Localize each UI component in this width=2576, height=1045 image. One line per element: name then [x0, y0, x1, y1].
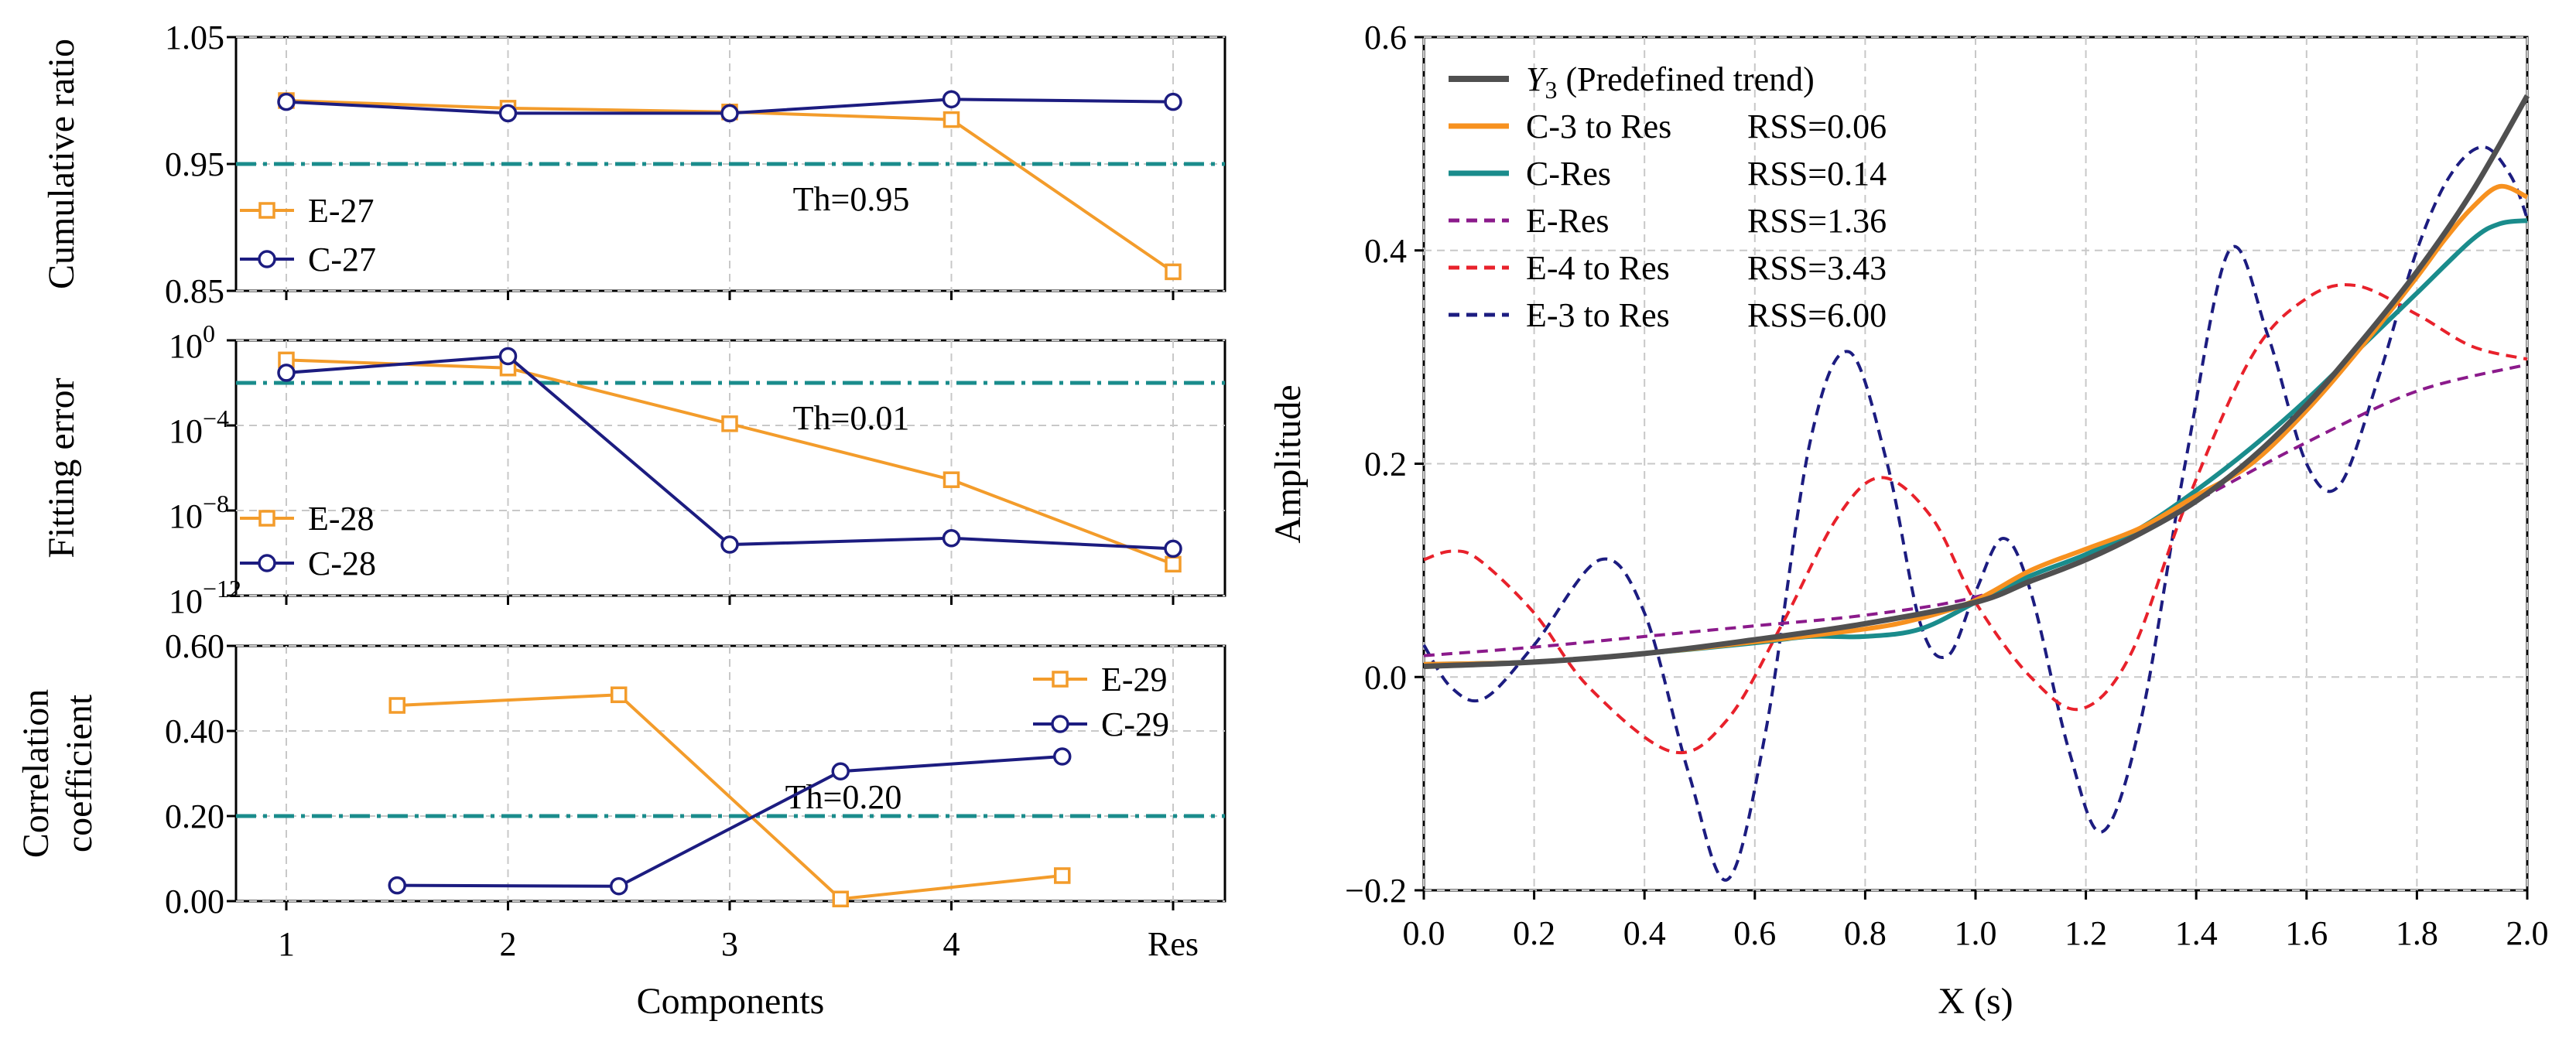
- data-point-E-28: [942, 471, 960, 488]
- data-point-C-29: [831, 762, 850, 780]
- data-point-E-29: [832, 890, 849, 907]
- threshold-label: Th=0.20: [785, 778, 902, 816]
- x-tick-label: 2.0: [2506, 914, 2549, 952]
- data-point-E-29: [1054, 867, 1071, 884]
- series-line-E-29: [397, 693, 1062, 901]
- legend-label-E-27: E-27: [308, 192, 375, 230]
- legend-rss: RSS=1.36: [1747, 202, 1887, 240]
- x-tick-label: Res: [1148, 925, 1199, 963]
- y-tick-label: 10−8: [169, 490, 229, 535]
- legend-label: E-Res: [1526, 202, 1610, 240]
- threshold-label: Th=0.01: [793, 399, 910, 437]
- data-point-C-27: [277, 92, 296, 111]
- x-tick-label: 1.2: [2065, 914, 2107, 952]
- cumulative-ratio-panel: 0.85 0.95 1.05 Th=0.95 E-27 C-27 Cumulative…: [41, 19, 1226, 310]
- data-point-C-27: [498, 104, 518, 123]
- data-point-C-28: [277, 364, 296, 382]
- x-tick-label: 1.0: [1955, 914, 1997, 952]
- x-tick-label: 0.8: [1844, 914, 1887, 952]
- data-point-C-28: [498, 347, 518, 366]
- x-tick-label: 1.8: [2396, 914, 2438, 952]
- x-tick-label: 1: [278, 925, 295, 963]
- legend-rss: RSS=0.06: [1747, 108, 1887, 145]
- legend-label: C-3 to Res: [1526, 108, 1671, 145]
- y-tick-label: 10−4: [169, 405, 229, 450]
- y-axis-label: Fitting error: [41, 377, 82, 558]
- y-tick-label: 0.60: [165, 627, 224, 665]
- legend-label-E-29: E-29: [1101, 661, 1168, 698]
- x-tick-label: 4: [943, 925, 960, 963]
- data-point-C-28: [720, 535, 739, 554]
- y-tick-label: 0.85: [165, 272, 224, 310]
- fitting-error-panel: 100 10−4 10−8 10−12 Th=0.01 E-28 C-28 Fittin…: [41, 319, 1226, 620]
- x-tick-label: 0.2: [1513, 914, 1555, 952]
- legend-marker-C-29: [1051, 715, 1069, 733]
- y-tick-label: 0.40: [165, 712, 224, 750]
- data-point-C-29: [388, 876, 406, 895]
- legend-label-C-27: C-27: [308, 241, 376, 278]
- legend-marker-C-27: [258, 250, 276, 268]
- legend-marker-E-27: [258, 202, 275, 219]
- legend-label: C-Res: [1526, 155, 1611, 193]
- legend-rss: RSS=6.00: [1747, 296, 1887, 334]
- y-tick-label: −0.2: [1345, 872, 1407, 910]
- y-tick-label: 100: [169, 319, 215, 365]
- x-tick-label: 0.0: [1403, 914, 1445, 952]
- data-point-C-27: [1164, 92, 1182, 111]
- correlation-panel: 1 2 3 4 Res 0.00 0.20 0.40 0.60 Th=0.20 E-29 C-29…: [15, 627, 1226, 1022]
- legend-rss: RSS=0.14: [1747, 155, 1887, 193]
- series-line-E-3 to Res: [1422, 145, 2529, 882]
- series-line-E-4 to Res: [1423, 283, 2528, 755]
- y-tick-label: 10−12: [169, 575, 241, 620]
- y-axis-label-line-1: Correlation: [15, 689, 56, 859]
- x-tick-label: 3: [721, 925, 738, 963]
- y-axis-label: Amplitude: [1267, 384, 1309, 543]
- data-point-E-28: [1165, 555, 1182, 573]
- series-line-E-Res: [1423, 363, 2528, 657]
- legend-label-E-28: E-28: [308, 500, 375, 538]
- x-axis-label: Components: [637, 981, 825, 1022]
- amplitude-panel: 0.0 0.2 0.4 0.6 0.8 1.0 1.2 1.4 1.6 1.8 2.0 −0.2 0.0…: [1267, 19, 2549, 1022]
- legend-marker-E-28: [258, 510, 275, 527]
- y-tick-label: 0.0: [1364, 658, 1407, 696]
- y-tick-label: 0.4: [1364, 232, 1407, 270]
- y-tick-label: 0.00: [165, 883, 224, 920]
- x-tick-label: 0.6: [1733, 914, 1776, 952]
- series-line-C-29: [397, 755, 1062, 888]
- data-point-C-27: [720, 104, 739, 123]
- y-tick-label: 1.05: [165, 19, 224, 56]
- data-point-C-27: [942, 90, 961, 109]
- y-tick-label: 0.95: [165, 145, 224, 183]
- y-tick-label: 0.6: [1364, 19, 1407, 56]
- y-tick-label: 0.20: [165, 797, 224, 835]
- data-point-E-29: [611, 686, 628, 703]
- threshold-label: Th=0.95: [793, 180, 910, 218]
- data-point-E-29: [388, 697, 405, 714]
- x-axis-label: X (s): [1938, 981, 2013, 1022]
- legend-label: E-3 to Res: [1526, 296, 1670, 334]
- data-point-C-28: [1164, 539, 1182, 558]
- y-tick-label: 0.2: [1364, 446, 1407, 483]
- series-line-Y3: [1423, 94, 2530, 669]
- legend-marker-C-28: [258, 554, 276, 572]
- y-axis-label: Cumulative ratio: [41, 39, 82, 289]
- x-tick-label: 1.6: [2285, 914, 2328, 952]
- data-point-C-29: [610, 877, 628, 896]
- data-point-C-28: [942, 529, 961, 548]
- x-tick-label: 2: [500, 925, 517, 963]
- data-point-E-27: [1165, 263, 1182, 281]
- legend-label-C-28: C-28: [308, 545, 376, 582]
- legend-label-C-29: C-29: [1101, 705, 1169, 743]
- legend-label: Y3 (Predefined trend): [1526, 60, 1815, 104]
- x-tick-label: 1.4: [2175, 914, 2218, 952]
- legend-rss: RSS=3.43: [1747, 249, 1887, 287]
- legend-label: E-4 to Res: [1526, 249, 1670, 287]
- data-point-E-27: [942, 111, 960, 128]
- x-tick-label: 0.4: [1623, 914, 1666, 952]
- data-point-C-29: [1053, 747, 1072, 766]
- y-axis-label-line-2: coefficient: [59, 694, 100, 852]
- data-point-E-28: [721, 415, 738, 432]
- legend-marker-E-29: [1052, 671, 1069, 688]
